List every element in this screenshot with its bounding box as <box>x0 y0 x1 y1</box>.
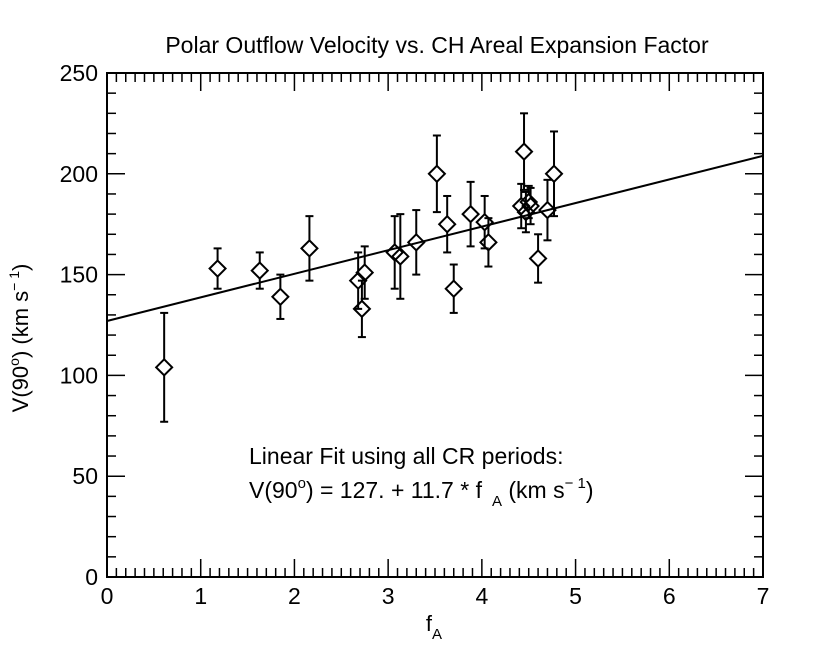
diamond-marker <box>270 287 290 307</box>
y-tick-label: 100 <box>60 362 98 388</box>
diamond-marker <box>250 261 270 280</box>
x-tick-label: 1 <box>194 583 207 609</box>
x-tick-label: 3 <box>382 583 395 609</box>
data-point <box>521 186 541 226</box>
annotation-eq-sup2: − 1 <box>565 475 586 492</box>
data-point <box>475 194 495 250</box>
y-axis-label: V(90o) (km s− 1) <box>6 264 33 413</box>
diamond-marker <box>516 202 536 222</box>
x-tick-label: 0 <box>101 583 114 609</box>
y-axis-label-sup2: − 1 <box>6 271 22 291</box>
data-point <box>208 247 227 290</box>
y-tick-label: 0 <box>85 564 98 590</box>
annotation-eq-mid: ) = 127. + 11.7 * f <box>306 477 483 503</box>
diamond-marker <box>519 192 539 212</box>
y-tick-labels: 0 50 100 150 200 250 <box>60 60 98 590</box>
diamond-marker <box>208 259 227 278</box>
data-point <box>154 311 174 423</box>
diamond-marker <box>479 232 498 252</box>
diamond-marker <box>300 238 319 258</box>
fit-line <box>106 154 764 322</box>
data-point <box>355 245 375 300</box>
annotation-eq-sup: o <box>298 475 306 492</box>
y-tick-label: 50 <box>72 463 98 489</box>
diamond-marker <box>390 247 410 266</box>
data-point <box>390 213 410 300</box>
annotation-eq-end: ) <box>586 477 594 503</box>
diamond-marker <box>355 263 375 282</box>
data-point <box>479 217 498 268</box>
diamond-marker <box>475 212 495 232</box>
y-axis-label-pre: V(90 <box>8 366 33 412</box>
x-tick-label: 4 <box>475 583 488 609</box>
diamond-marker <box>514 142 534 162</box>
x-tick-label: 2 <box>288 583 301 609</box>
diamond-marker <box>444 279 464 299</box>
data-point <box>528 233 548 284</box>
diamond-marker <box>521 196 541 216</box>
y-tick-label: 200 <box>60 161 98 187</box>
data-point <box>406 209 426 276</box>
y-axis-label-post: ) <box>8 264 33 271</box>
data-point <box>437 194 457 254</box>
y-axis-label-sup1: o <box>6 358 22 366</box>
x-tick-labels: 0 1 2 3 4 5 6 7 <box>101 583 770 609</box>
x-tick-label: 7 <box>757 583 770 609</box>
y-tick-label: 150 <box>60 262 98 288</box>
chart-title: Polar Outflow Velocity vs. CH Areal Expa… <box>165 32 709 58</box>
data-points <box>154 112 564 423</box>
data-point <box>427 134 447 214</box>
x-axis-label: fA <box>426 611 442 643</box>
data-point <box>250 251 270 290</box>
diamond-marker <box>427 164 447 184</box>
diamond-marker <box>437 214 457 234</box>
data-point <box>444 263 464 314</box>
annotation-equation: V(90o) = 127. + 11.7 * f A (km s− 1) <box>249 475 594 510</box>
data-point <box>270 273 290 320</box>
x-axis-label-base: f <box>426 611 433 636</box>
data-point <box>348 251 368 310</box>
diamond-marker <box>406 232 426 252</box>
annotation-eq-sub: A <box>492 493 502 510</box>
plot-frame <box>106 72 764 578</box>
annotation-eq-pre: V(90 <box>249 477 298 503</box>
diamond-marker <box>461 204 481 224</box>
y-tick-label: 250 <box>60 60 98 86</box>
annotation-eq-post: (km s <box>502 477 565 503</box>
y-axis-label-mid: ) (km s <box>8 291 33 358</box>
annotation-line1: Linear Fit using all CR periods: <box>249 443 563 469</box>
data-point <box>538 178 557 242</box>
minor-ticks <box>107 73 763 577</box>
diamond-marker <box>528 249 548 268</box>
x-tick-label: 5 <box>569 583 582 609</box>
diamond-marker <box>544 164 564 184</box>
data-point <box>544 130 564 218</box>
data-point <box>300 215 319 282</box>
x-axis-label-sub: A <box>432 626 442 643</box>
diamond-marker <box>154 357 174 377</box>
data-point <box>461 180 481 248</box>
diamond-marker <box>352 299 372 319</box>
diamond-marker <box>538 200 557 220</box>
data-point <box>514 112 534 191</box>
data-point <box>352 279 372 339</box>
x-tick-label: 6 <box>663 583 676 609</box>
